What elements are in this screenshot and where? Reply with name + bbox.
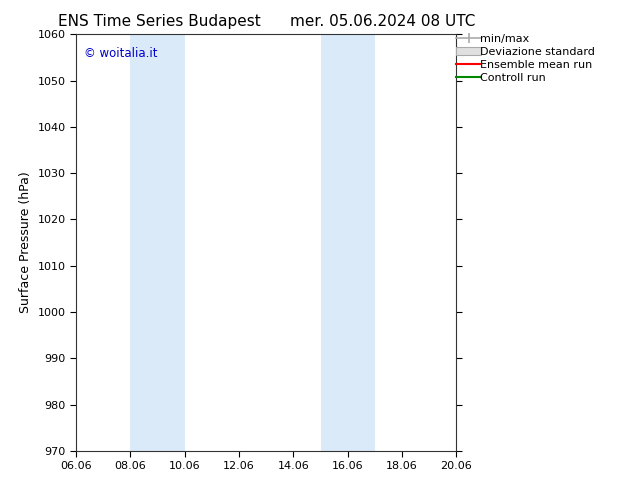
Legend: min/max, Deviazione standard, Ensemble mean run, Controll run: min/max, Deviazione standard, Ensemble m… — [456, 34, 600, 83]
Title: ENS Time Series Budapest      mer. 05.06.2024 08 UTC: ENS Time Series Budapest mer. 05.06.2024… — [58, 14, 475, 29]
Bar — [321, 34, 375, 451]
Y-axis label: Surface Pressure (hPa): Surface Pressure (hPa) — [19, 172, 32, 314]
Text: © woitalia.it: © woitalia.it — [84, 47, 157, 60]
Bar — [131, 34, 184, 451]
